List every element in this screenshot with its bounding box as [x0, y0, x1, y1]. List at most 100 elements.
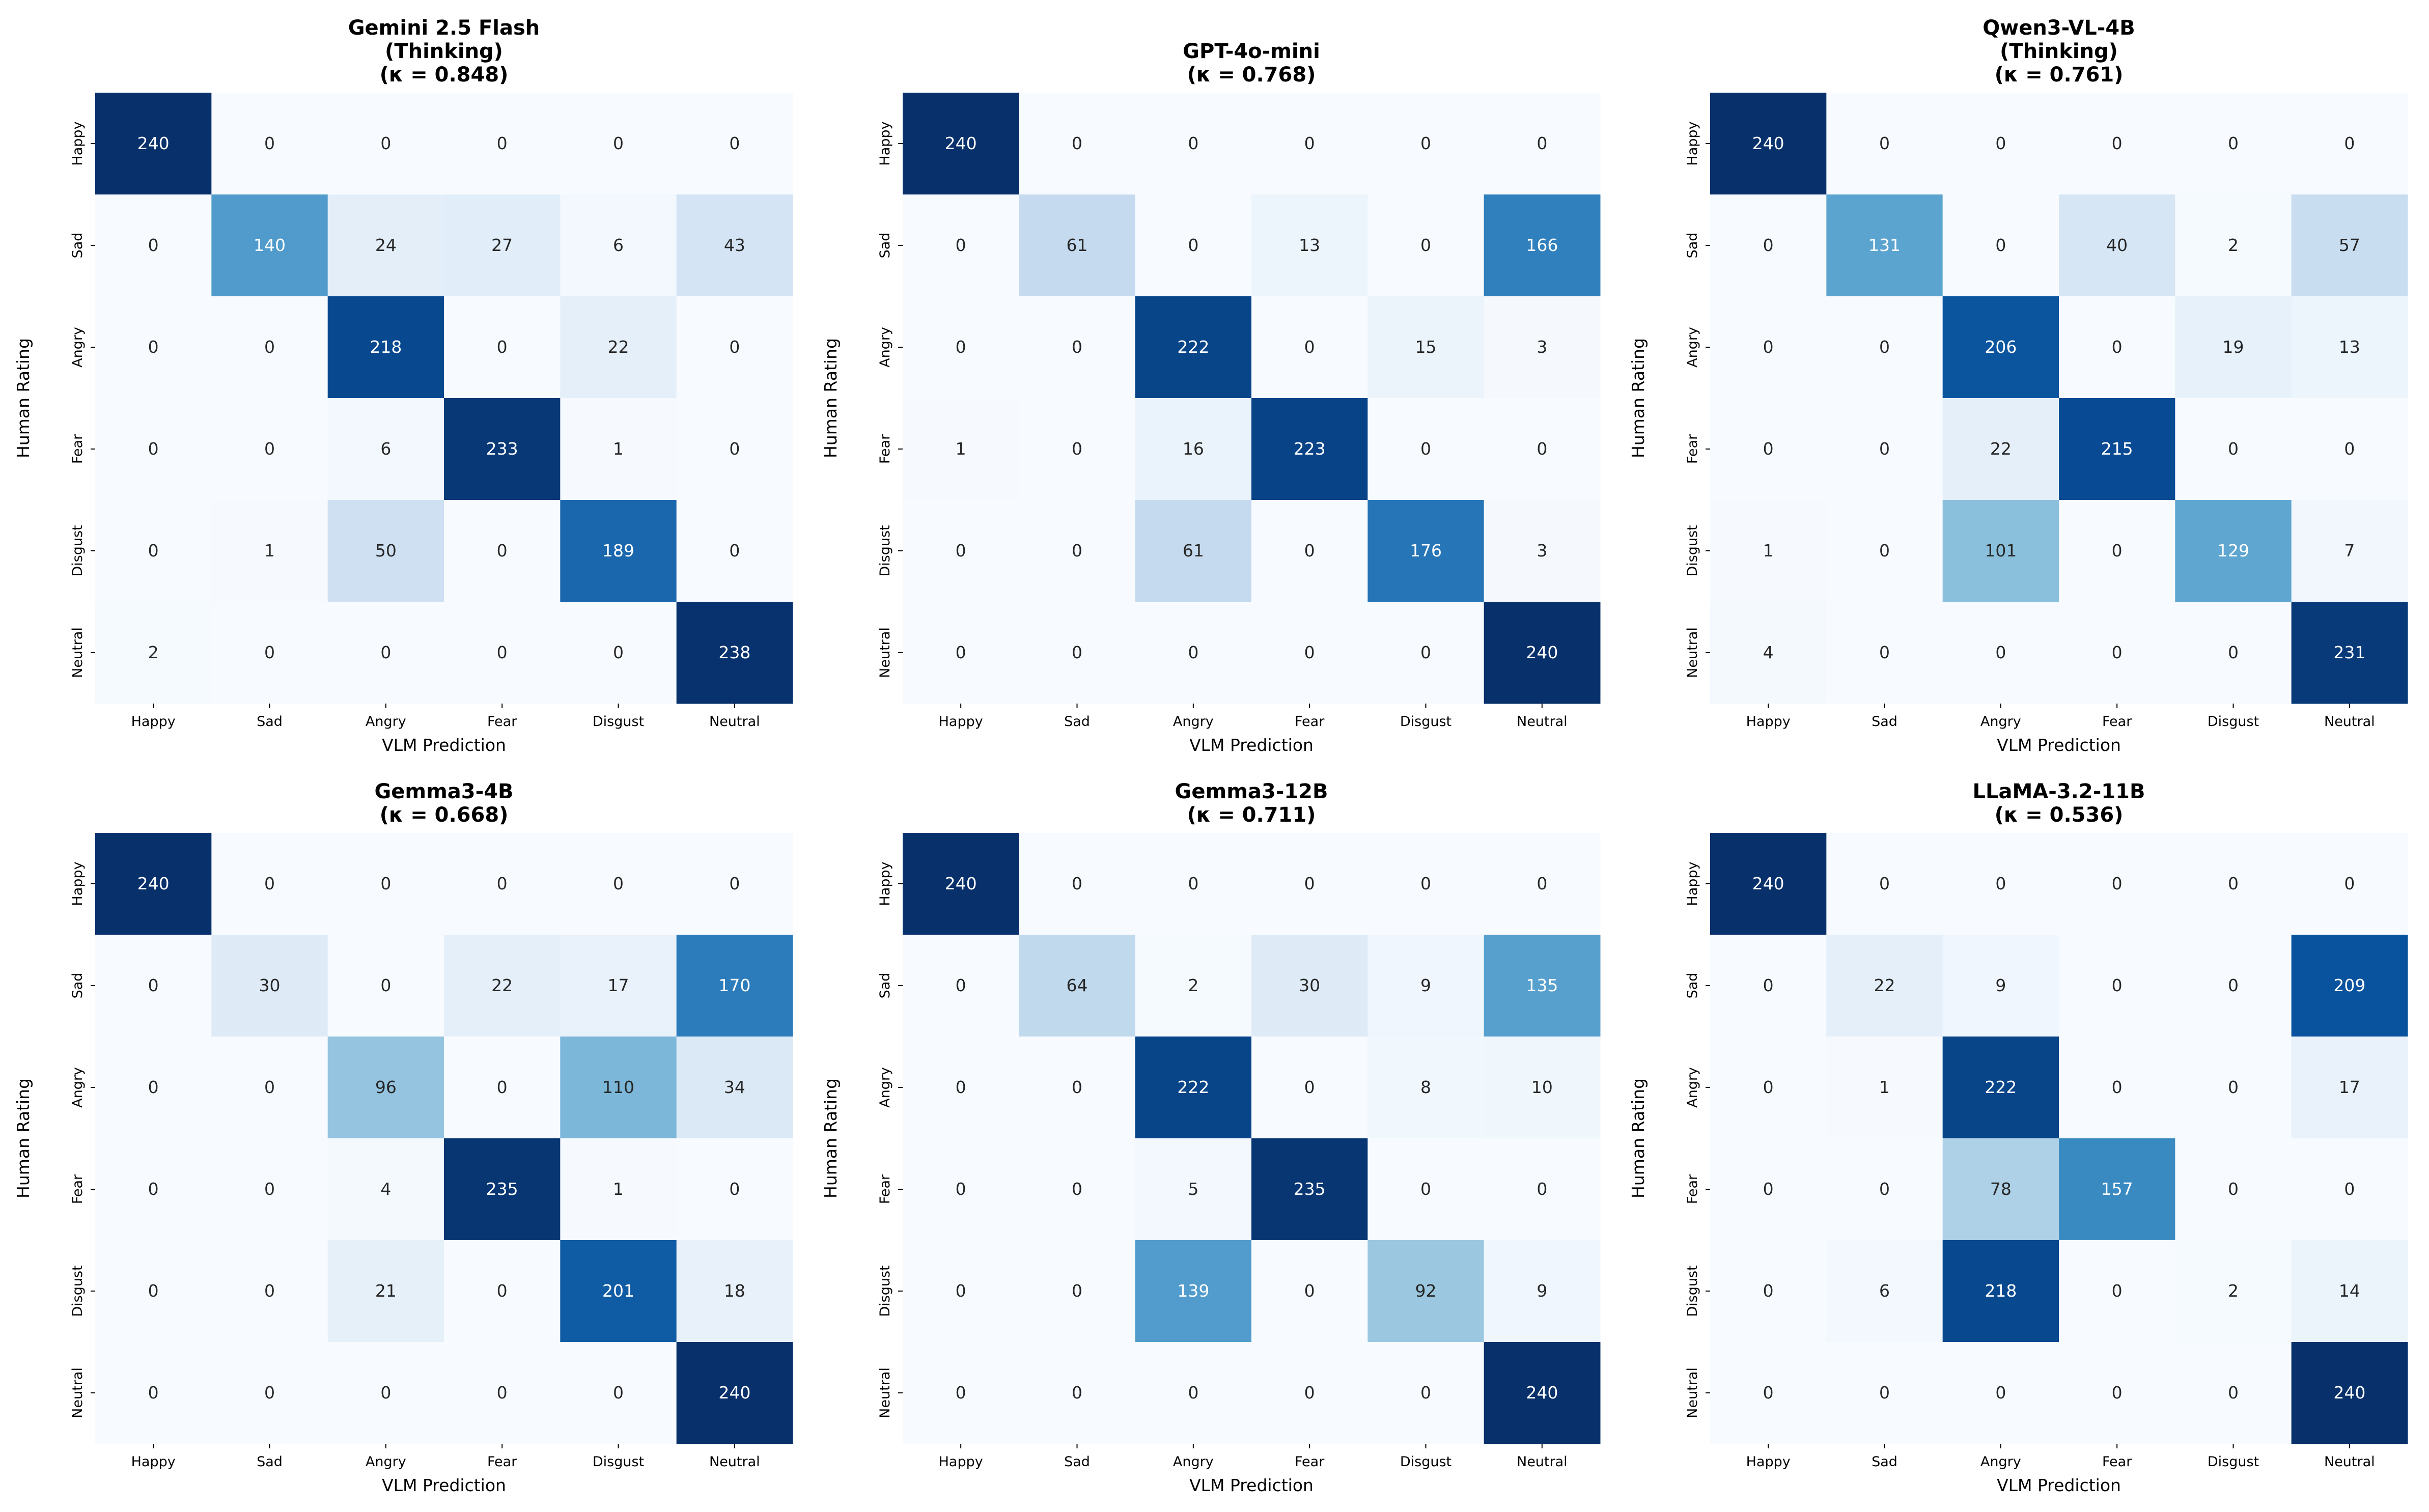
- heatmap-cell: [327, 1342, 444, 1444]
- cell-value: 64: [1067, 975, 1088, 995]
- cell-value: 0: [1304, 337, 1315, 357]
- y-tick-label: Disgust: [1685, 1265, 1700, 1317]
- cell-value: 13: [2339, 337, 2360, 357]
- cell-value: 0: [1072, 1077, 1082, 1097]
- cell-value: 2: [148, 642, 159, 662]
- cell-value: 30: [1299, 975, 1320, 995]
- x-tick-label: Sad: [1064, 1454, 1090, 1470]
- heatmap-cell: [560, 296, 677, 399]
- x-axis-label: VLM Prediction: [1189, 735, 1314, 755]
- chart-title-line: (κ = 0.668): [380, 803, 509, 827]
- cell-value: 0: [2112, 541, 2123, 561]
- cell-value: 0: [1072, 1281, 1082, 1301]
- x-tick-label: Happy: [1746, 1454, 1791, 1470]
- cell-value: 0: [264, 439, 275, 459]
- x-tick-label: Fear: [487, 1454, 517, 1470]
- cell-value: 0: [1763, 975, 1774, 995]
- chart-title-line: (κ = 0.761): [1995, 63, 2124, 87]
- heatmap-cell: [1710, 602, 1827, 704]
- y-tick-label: Angry: [1685, 327, 1700, 368]
- cell-value: 0: [729, 1179, 740, 1199]
- cell-value: 22: [1990, 439, 2012, 459]
- heatmap-cell: [1367, 1138, 1485, 1241]
- cell-value: 13: [1299, 235, 1320, 255]
- cell-value: 0: [1537, 133, 1547, 153]
- cell-value: 7: [2344, 541, 2355, 561]
- heatmap-cell: [676, 296, 793, 399]
- heatmap-cell: [1942, 1240, 2059, 1342]
- heatmap-cell: [1942, 602, 2059, 704]
- cell-value: 0: [2228, 642, 2239, 662]
- heatmap-cell: [211, 398, 328, 500]
- x-tick-label: Angry: [366, 714, 406, 730]
- cell-value: 0: [1420, 1179, 1431, 1199]
- cell-value: 1: [956, 439, 966, 459]
- cell-value: 0: [497, 337, 508, 357]
- cell-value: 0: [497, 133, 508, 153]
- heatmap-cell: [1710, 1138, 1827, 1241]
- heatmap-cell: [1251, 296, 1368, 399]
- heatmap-cell: [1019, 602, 1136, 704]
- heatmap-cell: [1135, 1138, 1252, 1241]
- heatmap-cell: [2175, 602, 2292, 704]
- cell-value: 9: [1537, 1281, 1547, 1301]
- cell-value: 0: [497, 1281, 508, 1301]
- cell-value: 0: [1304, 541, 1315, 561]
- cell-value: 0: [1995, 133, 2006, 153]
- cell-value: 0: [2112, 1077, 2123, 1097]
- x-tick-label: Fear: [1295, 1454, 1325, 1470]
- heatmap-cell: [903, 602, 1019, 704]
- cell-value: 0: [264, 133, 275, 153]
- heatmap-cell: [1367, 194, 1485, 297]
- heatmap-cell: [1019, 500, 1136, 602]
- heatmap-cell: [1826, 194, 1943, 297]
- heatmap-cell: [2175, 1342, 2292, 1444]
- heatmap-cell: [903, 194, 1019, 297]
- confusion-matrix-2: GPT-4o-mini(κ = 0.768)240 0 0 0 0 00 61 0 13 0 166…: [821, 40, 1601, 755]
- x-tick-label: Angry: [1980, 714, 2021, 730]
- heatmap-cell: [903, 935, 1019, 1037]
- heatmap-cell: [444, 194, 561, 297]
- heatmap-cell: [1135, 1037, 1252, 1139]
- x-tick-label: Disgust: [1400, 714, 1451, 730]
- heatmap-cell: [1484, 1037, 1601, 1139]
- heatmap-cell: [2059, 935, 2175, 1037]
- chart-title-line: GPT-4o-mini: [1183, 40, 1320, 63]
- heatmap-cell: [1251, 194, 1368, 297]
- heatmap-cell: [676, 935, 793, 1037]
- heatmap-cell: [2059, 500, 2175, 602]
- y-tick-label: Happy: [877, 121, 893, 165]
- y-tick-label: Sad: [70, 973, 86, 999]
- x-tick-label: Disgust: [593, 1454, 644, 1470]
- heatmap-cell: [1710, 296, 1827, 399]
- heatmap-cell: [211, 935, 328, 1037]
- heatmap-cell: [1251, 398, 1368, 500]
- y-tick-label: Angry: [877, 1067, 893, 1108]
- x-tick-label: Neutral: [2324, 1454, 2375, 1470]
- cell-value: 6: [1879, 1281, 1890, 1301]
- heatmap-cell: [2291, 1342, 2408, 1444]
- cell-value: 0: [2112, 1383, 2123, 1403]
- heatmap-cell: [1710, 935, 1827, 1037]
- cell-value: 240: [137, 874, 170, 893]
- cell-value: 218: [370, 337, 402, 357]
- cell-value: 0: [2112, 874, 2123, 893]
- y-tick-label: Happy: [70, 121, 86, 165]
- confusion-matrix-4: Gemma3-4B(κ = 0.668) 240 0 0 0 0 0 0 30 0 22 17 170 0…: [13, 780, 793, 1495]
- cell-value: 10: [1531, 1077, 1553, 1097]
- cell-value: 0: [148, 1077, 159, 1097]
- heatmap-cell: [1019, 1037, 1136, 1139]
- heatmap-cell: [2291, 296, 2408, 399]
- cell-value: 8: [1420, 1077, 1431, 1097]
- cell-value: 78: [1990, 1179, 2012, 1199]
- x-tick-label: Fear: [2102, 1454, 2132, 1470]
- cell-value: 0: [264, 642, 275, 662]
- heatmap-cell: [1135, 194, 1252, 297]
- cell-value: 61: [1183, 541, 1204, 561]
- cell-value: 0: [1304, 874, 1315, 893]
- heatmap-cell: [2291, 194, 2408, 297]
- heatmap-cell: [1251, 833, 1368, 935]
- cell-value: 0: [497, 541, 508, 561]
- y-tick-label: Sad: [877, 973, 893, 999]
- cell-value: 240: [137, 133, 170, 153]
